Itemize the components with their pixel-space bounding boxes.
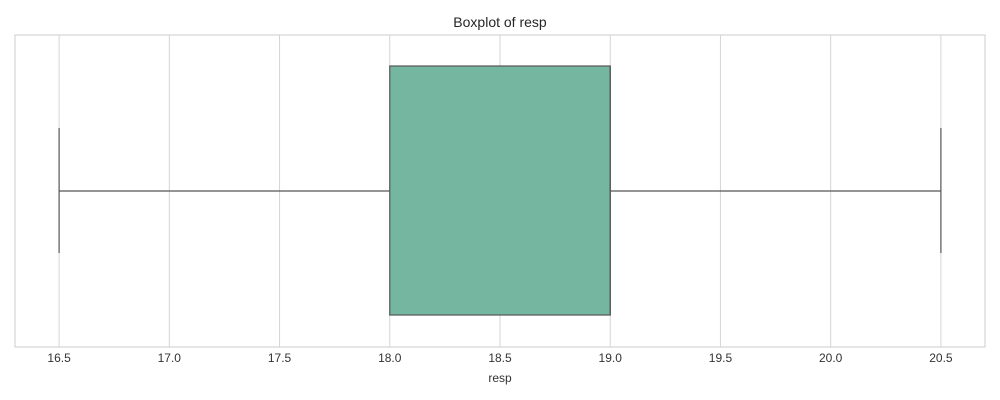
x-axis-label: resp [488, 371, 512, 385]
x-tick-label: 19.5 [709, 351, 733, 365]
x-tick-label: 18.5 [488, 351, 512, 365]
x-tick-label: 16.5 [47, 351, 71, 365]
chart-title: Boxplot of resp [453, 14, 547, 30]
x-tick-label: 17.0 [158, 351, 182, 365]
x-tick-label: 17.5 [268, 351, 292, 365]
box-group [58, 65, 942, 316]
x-tick-label: 20.5 [929, 351, 953, 365]
plot-frame [14, 34, 986, 348]
x-tick-label: 19.0 [599, 351, 623, 365]
x-tick-label: 20.0 [819, 351, 843, 365]
iqr-box [389, 65, 611, 316]
x-tick-labels: 16.5 17.0 17.5 18.0 18.5 19.0 19.5 20.0 20.5 [47, 351, 952, 365]
x-tick-label: 18.0 [378, 351, 402, 365]
